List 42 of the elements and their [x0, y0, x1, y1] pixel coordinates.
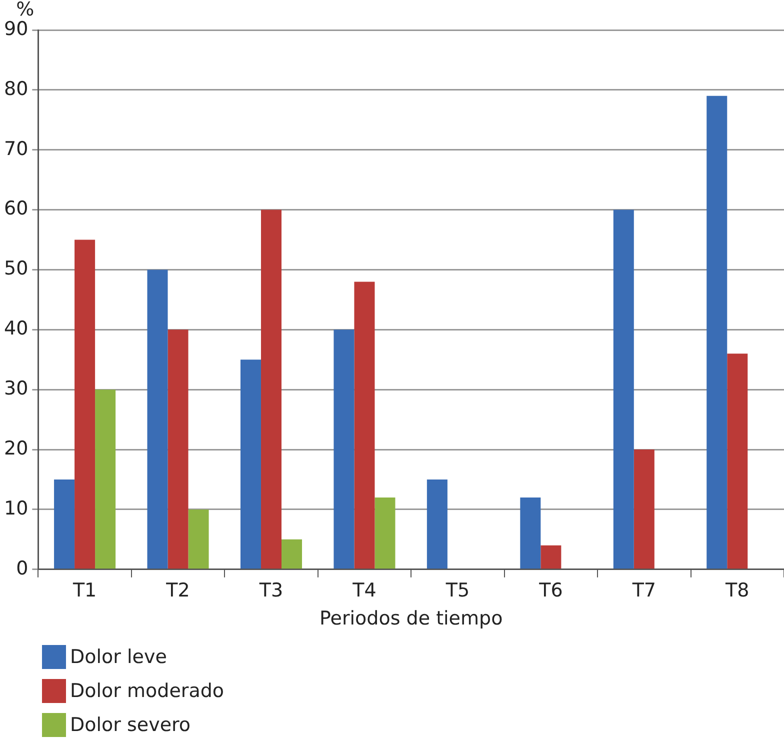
- bar: [74, 240, 96, 569]
- x-tick-label: T7: [631, 580, 656, 602]
- y-tick-label: 80: [4, 78, 28, 100]
- bar: [168, 330, 188, 569]
- bar: [334, 330, 354, 569]
- bar: [727, 354, 748, 569]
- legend-label: Dolor moderado: [70, 680, 224, 702]
- bar: [706, 96, 728, 569]
- y-tick-label: 90: [4, 18, 28, 40]
- y-tick-label: 30: [4, 378, 28, 400]
- y-axis-title: %: [16, 0, 34, 20]
- bar: [260, 210, 282, 569]
- legend-label: Dolor severo: [70, 714, 191, 736]
- x-tick-label: T6: [538, 580, 563, 602]
- y-tick-label: 10: [4, 497, 28, 520]
- legend-label: Dolor leve: [70, 646, 167, 668]
- y-tick-label: 20: [4, 437, 28, 460]
- bar: [634, 450, 654, 569]
- y-tick-label: 60: [4, 198, 28, 220]
- y-tick-label: 0: [16, 557, 28, 580]
- y-tick-label: 40: [4, 318, 28, 340]
- bar: [240, 360, 261, 569]
- x-tick-label: T1: [72, 580, 97, 602]
- bar: [613, 210, 634, 569]
- bar: [374, 497, 396, 569]
- x-axis-title: Periodos de tiempo: [319, 608, 503, 630]
- y-tick-label: 70: [4, 138, 28, 160]
- x-tick-label: T3: [258, 580, 284, 602]
- x-tick-label: T8: [724, 580, 750, 602]
- x-tick-label: T5: [444, 580, 470, 602]
- bar: [95, 390, 116, 569]
- bar: [354, 282, 375, 569]
- bar: [520, 497, 541, 569]
- x-tick-label: T2: [165, 580, 190, 602]
- bar: [540, 545, 562, 569]
- x-tick-label: T4: [352, 580, 376, 602]
- bar: [188, 509, 209, 569]
- bar: [54, 480, 75, 569]
- bar: [282, 539, 302, 569]
- bar: [147, 270, 168, 569]
- y-tick-label: 50: [4, 258, 28, 280]
- bar: [426, 480, 448, 569]
